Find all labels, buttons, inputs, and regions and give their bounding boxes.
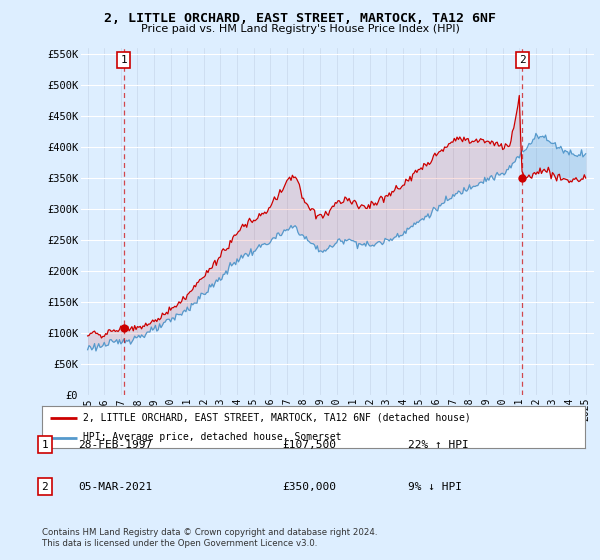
Text: Contains HM Land Registry data © Crown copyright and database right 2024.
This d: Contains HM Land Registry data © Crown c… (42, 528, 377, 548)
Text: 28-FEB-1997: 28-FEB-1997 (78, 440, 152, 450)
Text: 9% ↓ HPI: 9% ↓ HPI (408, 482, 462, 492)
Text: £350,000: £350,000 (282, 482, 336, 492)
Text: £107,500: £107,500 (282, 440, 336, 450)
Text: 05-MAR-2021: 05-MAR-2021 (78, 482, 152, 492)
Text: 2: 2 (41, 482, 49, 492)
Text: 2: 2 (519, 55, 526, 65)
Text: HPI: Average price, detached house, Somerset: HPI: Average price, detached house, Some… (83, 432, 341, 442)
Text: 2, LITTLE ORCHARD, EAST STREET, MARTOCK, TA12 6NF: 2, LITTLE ORCHARD, EAST STREET, MARTOCK,… (104, 12, 496, 25)
Text: 2, LITTLE ORCHARD, EAST STREET, MARTOCK, TA12 6NF (detached house): 2, LITTLE ORCHARD, EAST STREET, MARTOCK,… (83, 413, 470, 423)
Text: 1: 1 (41, 440, 49, 450)
Text: Price paid vs. HM Land Registry's House Price Index (HPI): Price paid vs. HM Land Registry's House … (140, 24, 460, 34)
Text: 1: 1 (120, 55, 127, 65)
Text: 22% ↑ HPI: 22% ↑ HPI (408, 440, 469, 450)
